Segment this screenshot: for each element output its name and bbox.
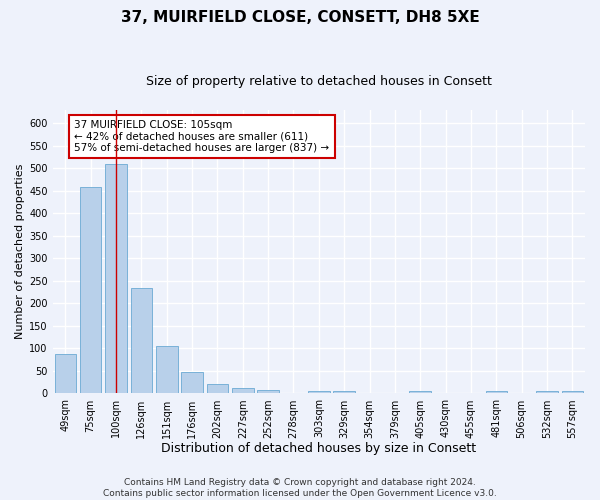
Bar bbox=[181, 372, 203, 394]
Bar bbox=[232, 388, 254, 394]
X-axis label: Distribution of detached houses by size in Consett: Distribution of detached houses by size … bbox=[161, 442, 476, 455]
Bar bbox=[55, 354, 76, 394]
Bar bbox=[409, 391, 431, 394]
Bar bbox=[206, 384, 228, 394]
Bar bbox=[105, 164, 127, 394]
Bar bbox=[156, 346, 178, 394]
Bar bbox=[562, 391, 583, 394]
Title: Size of property relative to detached houses in Consett: Size of property relative to detached ho… bbox=[146, 75, 492, 88]
Bar bbox=[334, 391, 355, 394]
Bar bbox=[131, 288, 152, 394]
Bar bbox=[308, 391, 329, 394]
Bar bbox=[257, 390, 279, 394]
Text: Contains HM Land Registry data © Crown copyright and database right 2024.
Contai: Contains HM Land Registry data © Crown c… bbox=[103, 478, 497, 498]
Bar bbox=[536, 391, 558, 394]
Bar bbox=[80, 188, 101, 394]
Text: 37 MUIRFIELD CLOSE: 105sqm
← 42% of detached houses are smaller (611)
57% of sem: 37 MUIRFIELD CLOSE: 105sqm ← 42% of deta… bbox=[74, 120, 329, 153]
Bar bbox=[485, 391, 507, 394]
Text: 37, MUIRFIELD CLOSE, CONSETT, DH8 5XE: 37, MUIRFIELD CLOSE, CONSETT, DH8 5XE bbox=[121, 10, 479, 25]
Y-axis label: Number of detached properties: Number of detached properties bbox=[15, 164, 25, 340]
